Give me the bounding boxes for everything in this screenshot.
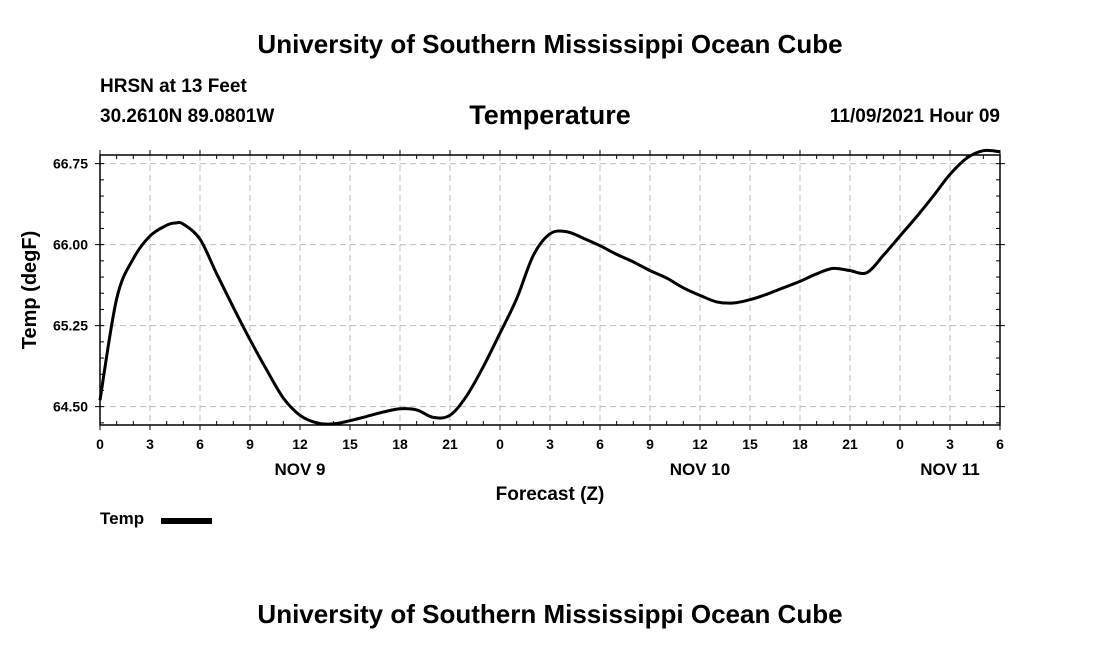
- x-tick-label: 12: [292, 436, 308, 452]
- x-tick-label: 6: [196, 436, 204, 452]
- x-tick-label: 0: [96, 436, 104, 452]
- x-tick-label: 0: [496, 436, 504, 452]
- x-tick-label: 3: [946, 436, 954, 452]
- y-tick-label: 64.50: [53, 399, 88, 415]
- x-tick-label: 15: [742, 436, 758, 452]
- x-tick-label: 21: [442, 436, 458, 452]
- x-tick-label: 12: [692, 436, 708, 452]
- chart-title: Temperature: [469, 100, 631, 130]
- y-axis-label: Temp (degF): [19, 231, 41, 350]
- series-layer: [98, 148, 1001, 426]
- plot-area-border: [99, 154, 1001, 426]
- x-tick-label: 9: [246, 436, 254, 452]
- label-layer: 0 3 6 9 12 15 18 21 0 3 6 9 12 15 18 21 0 3 6 NOV 9 NOV 10 NO…: [53, 156, 1004, 479]
- y-tick-label: 66.00: [53, 237, 88, 253]
- legend-label: Temp: [100, 509, 145, 528]
- x-tick-label: 3: [146, 436, 154, 452]
- x-tick-label: 18: [392, 436, 408, 452]
- coordinates-label: 30.2610N 89.0801W: [100, 106, 275, 127]
- y-tick-label: 66.75: [53, 156, 88, 172]
- x-tick-label: 0: [896, 436, 904, 452]
- y-tick-label: 65.25: [53, 318, 88, 334]
- x-tick-label: 6: [596, 436, 604, 452]
- x-day-label: NOV 9: [274, 460, 325, 479]
- x-tick-label: 18: [792, 436, 808, 452]
- x-axis-label: Forecast (Z): [496, 484, 605, 505]
- x-tick-label: 15: [342, 436, 358, 452]
- x-day-label: NOV 11: [920, 460, 980, 479]
- series-line-temp: [98, 148, 1001, 426]
- x-tick-label: 3: [546, 436, 554, 452]
- x-tick-label: 21: [842, 436, 858, 452]
- grid-layer: [100, 155, 1000, 425]
- page-title: University of Southern Mississippi Ocean…: [257, 29, 843, 59]
- station-label: HRSN at 13 Feet: [100, 76, 247, 97]
- datetime-label: 11/09/2021 Hour 09: [829, 106, 1000, 127]
- x-day-label: NOV 10: [670, 460, 730, 479]
- x-tick-label: 6: [996, 436, 1004, 452]
- x-tick-label: 9: [646, 436, 654, 452]
- footer-title: University of Southern Mississippi Ocean…: [257, 599, 843, 629]
- legend-swatch: [161, 518, 212, 524]
